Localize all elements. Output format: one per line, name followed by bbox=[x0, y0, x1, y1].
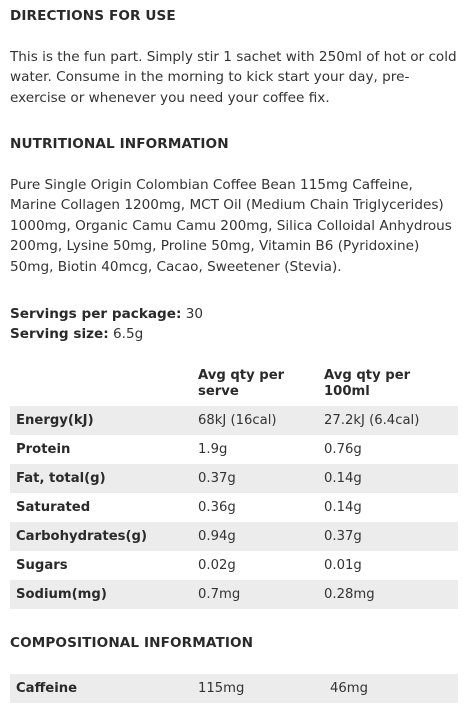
per-serve-value: 0.37g bbox=[192, 464, 318, 493]
per-serve-value: 0.36g bbox=[198, 499, 236, 515]
per-100ml-value: 0.14g bbox=[324, 499, 362, 515]
row-label: Fat, total(g) bbox=[10, 464, 192, 493]
per-serve-value: 0.94g bbox=[192, 522, 318, 551]
row-label: Sodium(mg) bbox=[10, 580, 192, 609]
row-label: Carbohydrates(g) bbox=[10, 522, 192, 551]
serving-size-value: 6.5g bbox=[113, 326, 144, 342]
servings-label: Servings per package: bbox=[10, 306, 182, 322]
serving-size-label: Serving size: bbox=[10, 326, 109, 342]
per-serve-value: 115mg bbox=[192, 674, 324, 703]
per-100ml-value: 0.37g bbox=[318, 522, 458, 551]
directions-heading: DIRECTIONS FOR USE bbox=[10, 8, 176, 24]
header-per-100ml: Avg qty per 100ml bbox=[324, 368, 411, 399]
table-row: Sugars 0.02g 0.01g bbox=[10, 551, 458, 580]
directions-text: This is the fun part. Simply stir 1 sach… bbox=[10, 49, 457, 106]
servings-value: 30 bbox=[185, 306, 204, 322]
table-row: Protein 1.9g 0.76g bbox=[10, 435, 458, 464]
per-100ml-value: 0.14g bbox=[318, 464, 458, 493]
table-row: Caffeine 115mg 46mg bbox=[10, 674, 458, 703]
per-serve-value: 1.9g bbox=[198, 441, 228, 457]
per-serve-value: 0.02g bbox=[198, 557, 236, 573]
per-100ml-value: 27.2kJ (6.4cal) bbox=[318, 406, 458, 435]
nutrition-table: Avg qty per serve Avg qty per 100ml Ener… bbox=[10, 362, 458, 609]
row-label: Energy(kJ) bbox=[10, 406, 192, 435]
per-serve-value: 68kJ (16cal) bbox=[192, 406, 318, 435]
row-label: Caffeine bbox=[10, 674, 192, 703]
header-per-serve: Avg qty per serve bbox=[198, 368, 285, 399]
nutrition-heading: NUTRITIONAL INFORMATION bbox=[10, 136, 229, 152]
header-blank bbox=[10, 362, 192, 406]
per-serve-value: 0.7mg bbox=[192, 580, 318, 609]
per-100ml-value: 0.01g bbox=[324, 557, 362, 573]
table-row: Carbohydrates(g) 0.94g 0.37g bbox=[10, 522, 458, 551]
serving-size: Serving size: 6.5g bbox=[10, 324, 203, 344]
per-100ml-value: 46mg bbox=[324, 674, 458, 703]
servings-info: Servings per package: 30 Serving size: 6… bbox=[10, 304, 203, 344]
table-row: Sodium(mg) 0.7mg 0.28mg bbox=[10, 580, 458, 609]
row-label: Sugars bbox=[16, 557, 68, 573]
table-row: Saturated 0.36g 0.14g bbox=[10, 493, 458, 522]
table-row: Energy(kJ) 68kJ (16cal) 27.2kJ (6.4cal) bbox=[10, 406, 458, 435]
ingredients-text: Pure Single Origin Colombian Coffee Bean… bbox=[10, 177, 452, 275]
per-100ml-value: 0.28mg bbox=[318, 580, 458, 609]
composition-table: Caffeine 115mg 46mg bbox=[10, 674, 458, 703]
per-100ml-value: 0.76g bbox=[324, 441, 362, 457]
row-label: Saturated bbox=[16, 499, 91, 515]
table-row: Fat, total(g) 0.37g 0.14g bbox=[10, 464, 458, 493]
composition-heading: COMPOSITIONAL INFORMATION bbox=[10, 635, 254, 651]
servings-per-package: Servings per package: 30 bbox=[10, 304, 203, 324]
nutrition-table-header: Avg qty per serve Avg qty per 100ml bbox=[10, 362, 458, 406]
row-label: Protein bbox=[16, 441, 71, 457]
